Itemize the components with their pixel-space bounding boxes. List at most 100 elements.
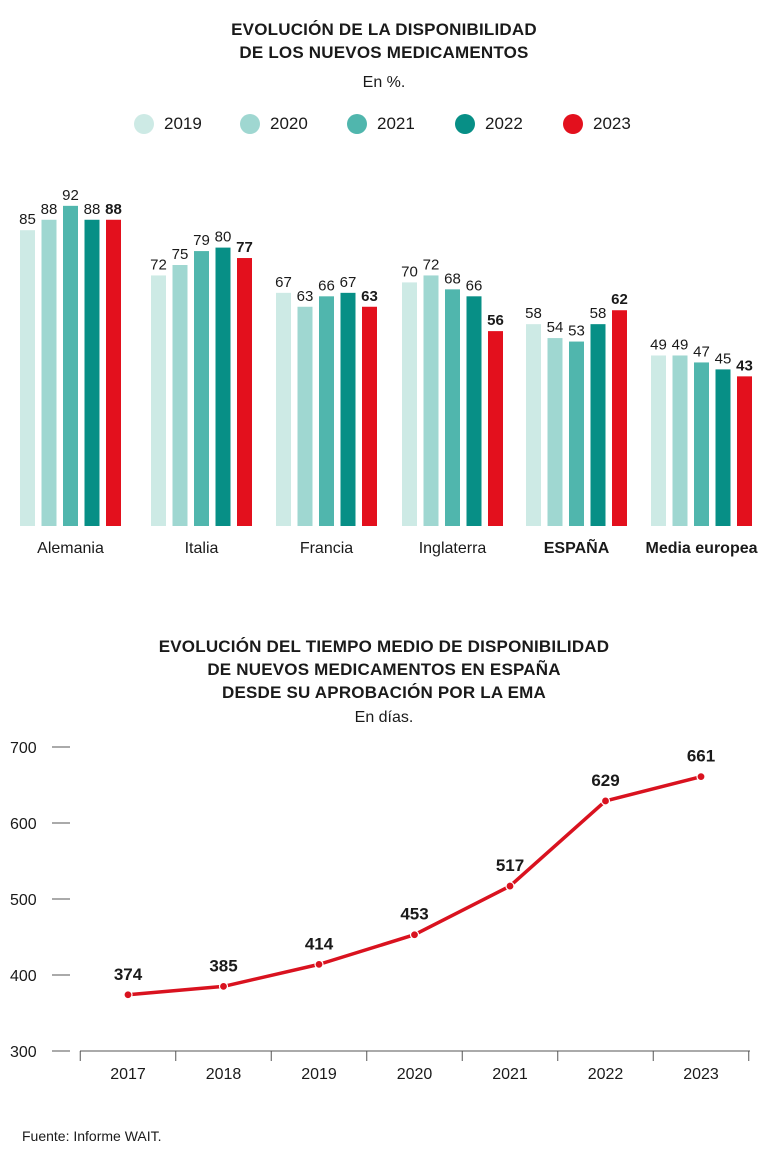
bar-label-italia-2022: 80 <box>215 229 232 246</box>
bar-label-francia-2022: 67 <box>340 274 357 291</box>
data-label-2022: 629 <box>591 771 619 790</box>
bar-espana-2022 <box>590 324 606 526</box>
legend-label-2020: 2020 <box>270 114 308 133</box>
bar-italia-2019 <box>151 275 166 526</box>
bar-label-alemania-2020: 88 <box>41 201 58 218</box>
data-point-2023 <box>696 772 706 782</box>
bar-inglaterra-2022 <box>466 296 482 526</box>
bar-label-francia-2023: 63 <box>361 288 378 305</box>
bar-label-media-europea-2023: 43 <box>736 357 753 374</box>
x-tick-label-2020: 2020 <box>397 1066 433 1083</box>
bar-chart-title: EVOLUCIÓN DE LA DISPONIBILIDAD DE LOS NU… <box>0 18 768 64</box>
bar-alemania-2019 <box>20 230 35 526</box>
bar-italia-2022 <box>215 247 231 526</box>
bar-label-inglaterra-2021: 68 <box>444 270 461 287</box>
bar-label-espana-2022: 58 <box>590 305 607 322</box>
legend-swatch-2022 <box>455 114 475 134</box>
bar-francia-2020 <box>297 306 313 526</box>
bar-media-europea-2021 <box>694 362 709 526</box>
line-chart: 300 400 500 600 700 2017 2018 2019 2020 2021 2022 2… <box>10 740 750 1083</box>
bar-italia-2023 <box>237 258 252 526</box>
line-chart-title-line1: EVOLUCIÓN DEL TIEMPO MEDIO DE DISPONIBIL… <box>158 637 610 656</box>
legend-item-2022: 2022 <box>455 112 523 136</box>
legend-label-2019: 2019 <box>164 114 202 133</box>
bar-alemania-2022 <box>84 219 100 526</box>
data-label-2020: 453 <box>400 905 428 924</box>
line-chart-title: EVOLUCIÓN DEL TIEMPO MEDIO DE DISPONIBIL… <box>0 635 768 704</box>
bar-chart-title-line2: DE LOS NUEVOS MEDICAMENTOS <box>239 43 529 62</box>
y-tick-label-700: 700 <box>10 740 37 757</box>
data-label-2017: 374 <box>114 965 143 984</box>
bar-label-alemania-2021: 92 <box>62 187 79 204</box>
line-chart-title-line3: DESDE SU APROBACIÓN POR LA EMA <box>222 683 546 702</box>
bar-espana-2019 <box>526 324 541 526</box>
bar-francia-2019 <box>276 292 291 526</box>
bar-label-espana-2023: 62 <box>611 291 628 308</box>
bar-label-inglaterra-2020: 72 <box>423 256 440 273</box>
bar-label-inglaterra-2022: 66 <box>466 277 483 294</box>
bar-alemania-2021 <box>63 205 78 526</box>
bar-chart-legend: 2019 2020 2021 2022 2023 <box>0 112 768 136</box>
legend-label-2021: 2021 <box>377 114 415 133</box>
bar-espana-2023 <box>612 310 627 526</box>
bar-label-media-europea-2021: 47 <box>693 343 710 360</box>
bar-alemania-2023 <box>106 219 121 526</box>
line-chart-subtitle: En días. <box>354 709 414 726</box>
bar-inglaterra-2020 <box>423 275 439 526</box>
bar-francia-2023 <box>362 306 377 526</box>
legend-label-2022: 2022 <box>485 114 523 133</box>
legend-item-2020: 2020 <box>240 112 308 136</box>
x-tick-label-2022: 2022 <box>588 1066 624 1083</box>
data-point-2018 <box>218 981 229 991</box>
bar-media-europea-2019 <box>651 355 666 526</box>
data-point-2021 <box>505 881 515 891</box>
bar-label-italia-2019: 72 <box>150 256 167 273</box>
bar-media-europea-2023 <box>737 376 752 526</box>
data-label-2018: 385 <box>209 956 237 975</box>
bar-inglaterra-2023 <box>488 331 503 526</box>
legend-item-2023: 2023 <box>563 112 631 136</box>
x-tick-label-2021: 2021 <box>492 1066 528 1083</box>
data-point-2019 <box>314 959 324 969</box>
bar-label-media-europea-2020: 49 <box>672 336 689 353</box>
bar-label-media-europea-2019: 49 <box>650 336 667 353</box>
legend-swatch-2021 <box>347 114 367 134</box>
bar-espana-2020 <box>547 338 563 526</box>
y-tick-label-500: 500 <box>10 892 37 909</box>
category-label-francia: Francia <box>300 540 353 557</box>
bar-media-europea-2022 <box>715 369 731 526</box>
category-label-media-europea: Media europea <box>645 540 757 557</box>
bar-label-alemania-2023: 88 <box>105 201 122 218</box>
y-tick-label-400: 400 <box>10 968 37 985</box>
bar-label-espana-2021: 53 <box>568 323 585 340</box>
bar-label-alemania-2019: 85 <box>19 211 36 228</box>
line-chart-title-line2: DE NUEVOS MEDICAMENTOS EN ESPAÑA <box>207 660 561 679</box>
bar-label-italia-2020: 75 <box>172 246 189 263</box>
bar-label-inglaterra-2023: 56 <box>487 312 504 329</box>
category-label-inglaterra: Inglaterra <box>419 540 487 557</box>
bar-inglaterra-2021 <box>445 289 460 526</box>
bar-chart-title-line1: EVOLUCIÓN DE LA DISPONIBILIDAD <box>231 20 537 39</box>
legend-label-2023: 2023 <box>593 114 631 133</box>
bar-label-inglaterra-2019: 70 <box>401 263 418 280</box>
legend-item-2021: 2021 <box>347 112 415 136</box>
x-tick-label-2018: 2018 <box>206 1066 242 1083</box>
bar-chart-subtitle: En %. <box>362 74 406 91</box>
bar-espana-2021 <box>569 341 584 526</box>
category-label-alemania: Alemania <box>37 540 104 557</box>
data-label-2023: 661 <box>687 747 715 766</box>
category-label-italia: Italia <box>185 540 219 557</box>
data-point-2022 <box>600 796 611 806</box>
data-label-2019: 414 <box>305 934 334 953</box>
legend-swatch-2019 <box>134 114 154 134</box>
bar-label-italia-2021: 79 <box>193 232 210 249</box>
bar-francia-2021 <box>319 296 334 526</box>
bar-italia-2021 <box>194 251 209 526</box>
data-label-2021: 517 <box>496 856 524 875</box>
